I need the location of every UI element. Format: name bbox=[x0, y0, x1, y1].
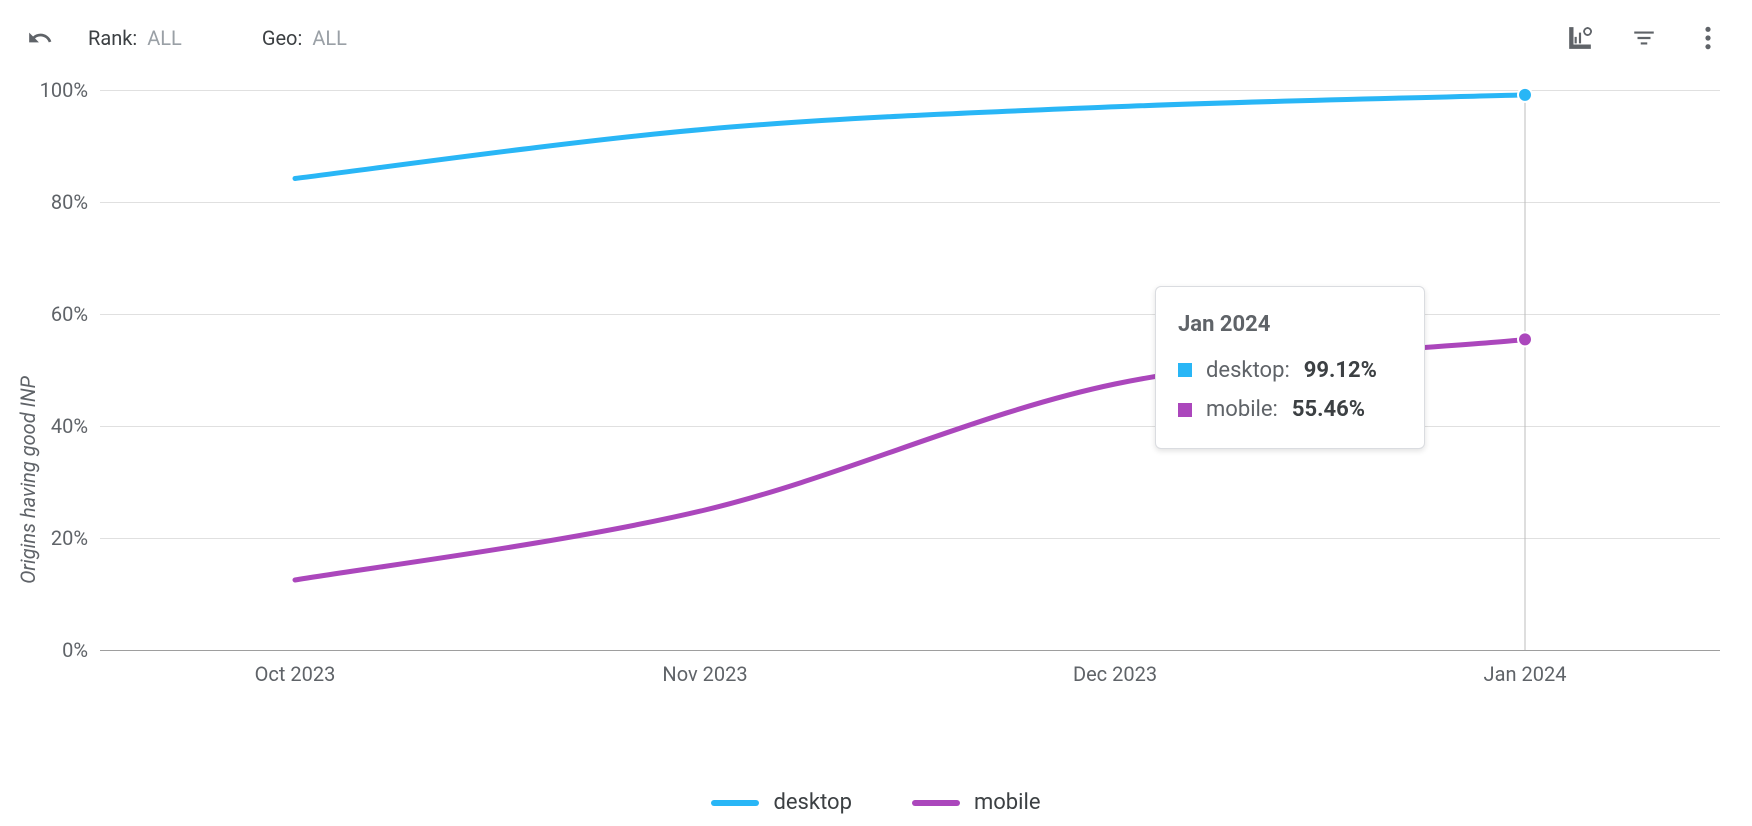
undo-button[interactable] bbox=[24, 22, 56, 54]
tooltip-row: desktop: 99.12% bbox=[1178, 351, 1402, 391]
x-tick-label: Oct 2023 bbox=[255, 662, 336, 686]
legend-swatch bbox=[711, 800, 759, 806]
legend-swatch bbox=[912, 800, 960, 806]
x-tick-label: Dec 2023 bbox=[1073, 662, 1157, 686]
more-vert-icon bbox=[1704, 25, 1712, 51]
chart-settings-button[interactable] bbox=[1560, 18, 1600, 58]
y-axis-title: Origins having good INP bbox=[16, 376, 40, 584]
legend-item-mobile[interactable]: mobile bbox=[912, 790, 1041, 815]
legend-label: desktop bbox=[773, 790, 851, 815]
x-tick-label: Jan 2024 bbox=[1484, 662, 1567, 686]
geo-filter-label: Geo: bbox=[262, 26, 302, 50]
rank-filter-value[interactable]: ALL bbox=[147, 26, 182, 50]
y-tick-label: 0% bbox=[62, 638, 88, 662]
x-tick-label: Nov 2023 bbox=[662, 662, 747, 686]
filter-icon bbox=[1631, 25, 1657, 51]
chart-svg bbox=[100, 90, 1720, 650]
tooltip-series-value: 99.12% bbox=[1304, 351, 1377, 391]
y-tick-label: 60% bbox=[51, 302, 88, 326]
tooltip-swatch bbox=[1178, 403, 1192, 417]
tooltip-series-label: mobile: bbox=[1206, 390, 1278, 430]
legend-item-desktop[interactable]: desktop bbox=[711, 790, 851, 815]
rank-filter-label: Rank: bbox=[88, 26, 137, 50]
x-axis-line bbox=[100, 650, 1720, 651]
chart-tooltip: Jan 2024desktop: 99.12%mobile: 55.46% bbox=[1155, 286, 1425, 449]
tooltip-title: Jan 2024 bbox=[1178, 305, 1402, 345]
tooltip-series-label: desktop: bbox=[1206, 351, 1290, 391]
chart-settings-icon bbox=[1567, 25, 1593, 51]
more-menu-button[interactable] bbox=[1688, 18, 1728, 58]
tooltip-row: mobile: 55.46% bbox=[1178, 390, 1402, 430]
geo-filter-value[interactable]: ALL bbox=[312, 26, 347, 50]
legend: desktop mobile bbox=[0, 790, 1752, 815]
tooltip-series-value: 55.46% bbox=[1292, 390, 1365, 430]
tooltip-swatch bbox=[1178, 363, 1192, 377]
undo-icon bbox=[27, 25, 53, 51]
legend-label: mobile bbox=[974, 790, 1041, 815]
toolbar: Rank: ALL Geo: ALL bbox=[0, 14, 1752, 62]
y-tick-label: 40% bbox=[51, 414, 88, 438]
y-tick-label: 20% bbox=[51, 526, 88, 550]
chart: Origins having good INP 0%20%40%60%80%10… bbox=[0, 70, 1752, 826]
series-marker-desktop bbox=[1518, 88, 1532, 102]
series-marker-mobile bbox=[1518, 332, 1532, 346]
y-tick-label: 80% bbox=[51, 190, 88, 214]
plot-area[interactable]: 0%20%40%60%80%100%Oct 2023Nov 2023Dec 20… bbox=[100, 90, 1720, 650]
series-line-desktop[interactable] bbox=[295, 95, 1525, 179]
filter-button[interactable] bbox=[1624, 18, 1664, 58]
y-tick-label: 100% bbox=[40, 78, 88, 102]
